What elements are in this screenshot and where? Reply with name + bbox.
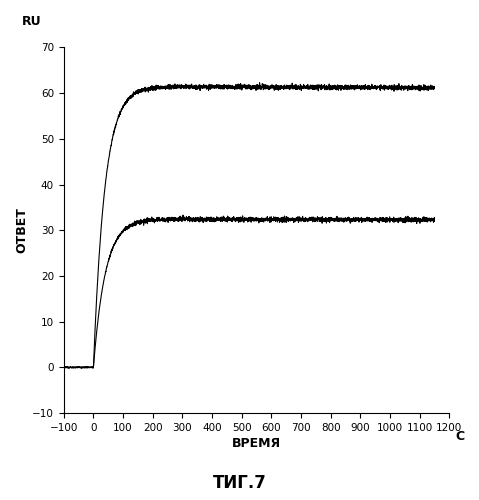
Text: С: С xyxy=(455,430,464,443)
X-axis label: ВРЕМЯ: ВРЕМЯ xyxy=(232,437,281,450)
Y-axis label: ОТВЕТ: ОТВЕТ xyxy=(15,208,28,253)
Text: RU: RU xyxy=(22,15,42,28)
Text: ΤИГ.7: ΤИГ.7 xyxy=(213,474,266,492)
